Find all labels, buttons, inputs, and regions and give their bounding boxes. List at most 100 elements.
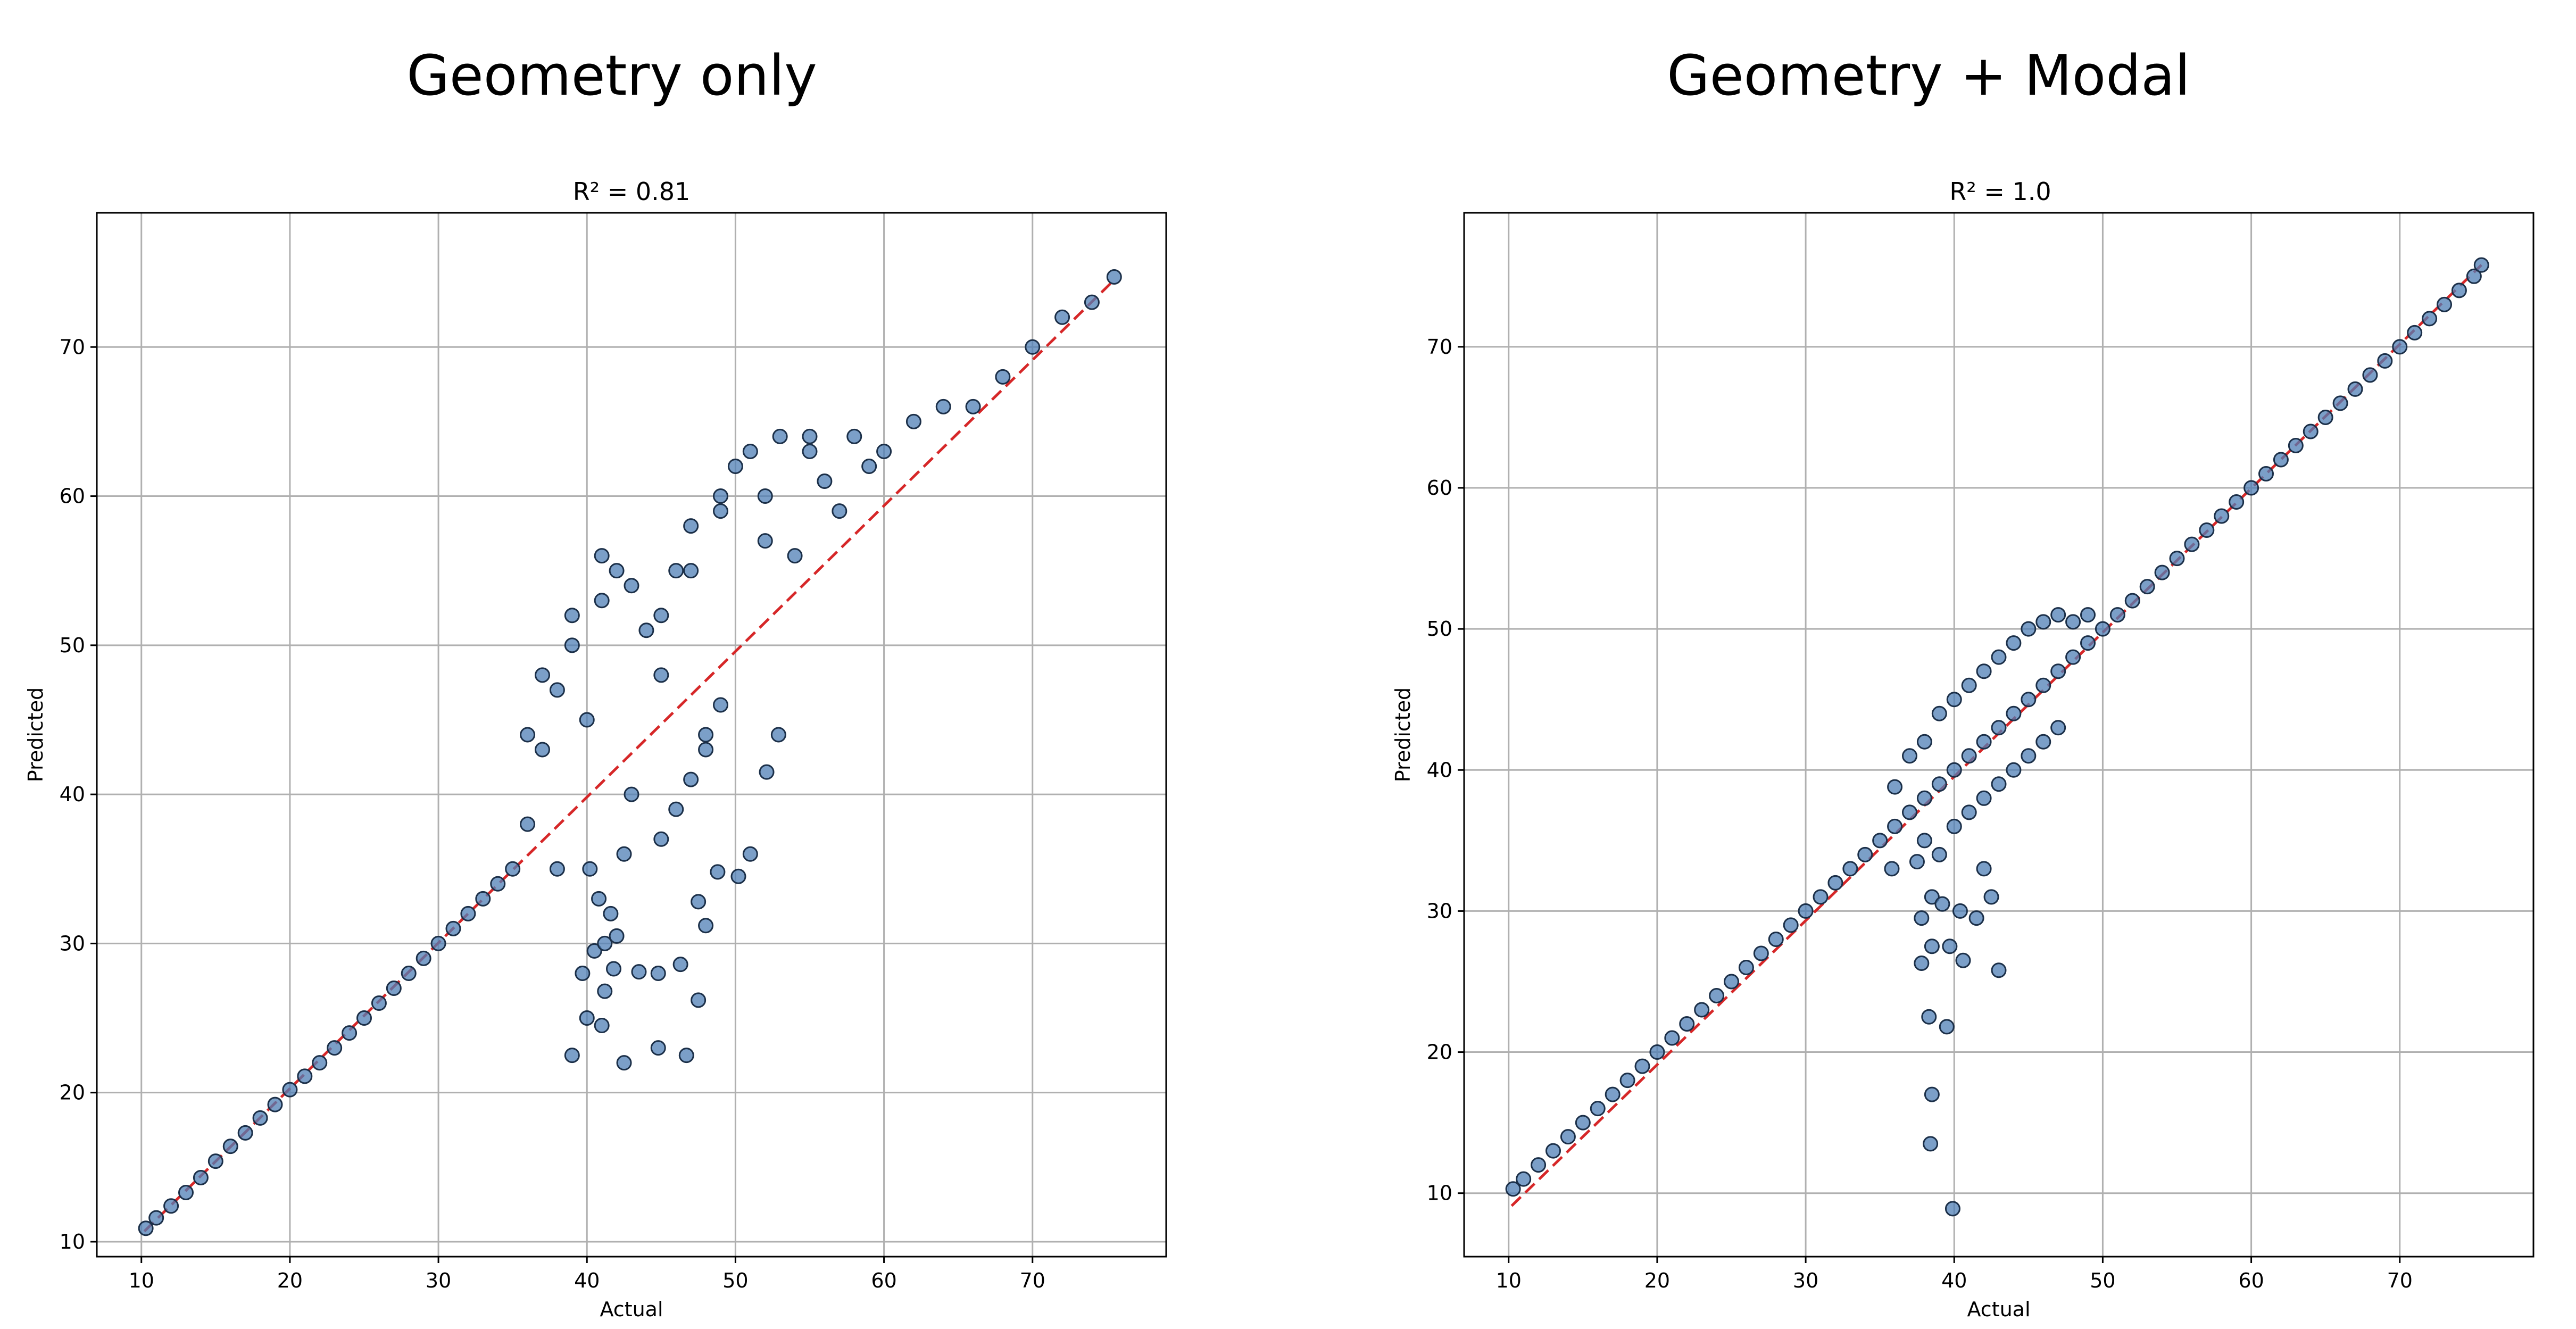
- scatter-point: [2422, 311, 2438, 327]
- scatter-point: [846, 428, 862, 444]
- scatter-point: [2035, 734, 2051, 750]
- x-tick-label: 30: [426, 1269, 451, 1292]
- scatter-point: [832, 503, 847, 519]
- scatter-point: [672, 957, 688, 973]
- scatter-point: [1945, 1201, 1960, 1217]
- x-tick-label: 40: [574, 1269, 600, 1292]
- scatter-point: [535, 667, 550, 683]
- scatter-point: [757, 533, 773, 549]
- scatter-point: [267, 1097, 283, 1112]
- scatter-point: [1916, 790, 1932, 806]
- scatter-point: [1934, 896, 1950, 912]
- scatter-point: [594, 593, 610, 609]
- x-tick-label: 70: [2387, 1269, 2413, 1292]
- scatter-point: [1054, 309, 1070, 325]
- scatter-point: [282, 1082, 298, 1098]
- scatter-point: [624, 578, 639, 594]
- scatter-point: [609, 563, 625, 579]
- x-tick-label: 20: [277, 1269, 303, 1292]
- scatter-point: [1914, 910, 1930, 926]
- scatter-point: [1768, 931, 1784, 947]
- scatter-point: [1842, 861, 1858, 877]
- scatter-point: [2473, 257, 2489, 273]
- scatter-point: [490, 876, 506, 892]
- scatter-point: [691, 894, 707, 910]
- scatter-point: [876, 443, 892, 459]
- scatter-point: [2243, 480, 2259, 496]
- scatter-point: [1914, 956, 1930, 971]
- x-tick-label: 60: [2238, 1269, 2264, 1292]
- scatter-point: [1976, 861, 1992, 877]
- scatter-point: [1783, 917, 1799, 933]
- scatter-point: [770, 727, 786, 743]
- scatter-point: [475, 891, 491, 907]
- scatter-point: [2229, 494, 2245, 510]
- scatter-point: [564, 1048, 580, 1064]
- scatter-point: [2273, 452, 2289, 468]
- scatter-point: [995, 369, 1011, 385]
- axes-title: R² = 0.81: [573, 177, 691, 206]
- scatter-point: [1921, 1009, 1937, 1025]
- scatter-point: [757, 488, 773, 504]
- y-tick-label: 30: [1427, 899, 1452, 923]
- scatter-point: [802, 443, 818, 459]
- chart-panel-geometry-only: Geometry only R² = 0.81 10 20 30 40 50 60 7010…: [24, 43, 1167, 1321]
- scatter-point: [520, 816, 536, 832]
- identity-reference-line: [1510, 264, 2483, 1207]
- scatter-point: [1976, 790, 1992, 806]
- scatter-point: [1961, 804, 1977, 820]
- y-tick-label: 40: [1427, 758, 1452, 782]
- scatter-point: [1946, 762, 1962, 778]
- y-tick-label: 20: [60, 1081, 85, 1104]
- scatter-point: [237, 1125, 253, 1141]
- scatter-point: [505, 861, 521, 877]
- scatter-point: [1694, 1002, 1710, 1018]
- x-tick-label: 70: [1020, 1269, 1045, 1292]
- scatter-point: [597, 983, 613, 999]
- scatter-point: [650, 965, 666, 981]
- y-tick-label: 70: [1427, 335, 1452, 359]
- scatter-point: [603, 906, 619, 921]
- scatter-point: [2065, 614, 2081, 630]
- scatter-point: [727, 458, 743, 474]
- grid: [1464, 213, 2533, 1257]
- y-tick-label: 70: [60, 335, 85, 359]
- scatter-point: [2035, 614, 2051, 630]
- y-tick-label: 30: [60, 932, 85, 955]
- scatter-point: [2021, 748, 2037, 764]
- scatter-point: [2139, 579, 2155, 595]
- scatter-point: [691, 992, 707, 1008]
- scatter-point: [1931, 705, 1947, 721]
- x-tick-label: 30: [1793, 1269, 1818, 1292]
- chart-panel-geometry-plus-modal: Geometry + Modal R² = 1.0 10 20 30 40 50 60 70…: [1391, 43, 2535, 1321]
- scatter-point: [1575, 1115, 1591, 1131]
- scatter-point: [683, 563, 699, 579]
- scatter-point: [1724, 974, 1739, 990]
- plot-frame: [1463, 212, 2535, 1258]
- scatter-point: [1924, 938, 1940, 954]
- scatter-point: [2095, 621, 2110, 637]
- x-tick-label: 60: [871, 1269, 896, 1292]
- scatter-point: [579, 1010, 595, 1026]
- scatter-point: [606, 961, 621, 977]
- scatter-point: [1084, 294, 1100, 310]
- scatter-point: [2050, 720, 2066, 736]
- scatter-point: [416, 950, 431, 966]
- scatter-point: [430, 935, 446, 951]
- scatter-point: [817, 474, 833, 489]
- scatter-point: [713, 503, 728, 519]
- scatter-point: [1884, 861, 1900, 877]
- scatter-point: [1952, 903, 1968, 919]
- scatter-point: [371, 995, 387, 1011]
- scatter-point: [1709, 988, 1725, 1003]
- scatter-point: [730, 868, 746, 884]
- scatter-point: [1942, 938, 1958, 954]
- scatter-point: [1813, 889, 1829, 905]
- scatter-point: [1916, 734, 1932, 750]
- scatter-point: [772, 428, 788, 444]
- x-tick-label: 40: [1941, 1269, 1967, 1292]
- scatter-point: [1798, 903, 1814, 919]
- scatter-point: [2303, 423, 2319, 439]
- scatter-point: [1931, 776, 1947, 792]
- scatter-point: [163, 1198, 179, 1214]
